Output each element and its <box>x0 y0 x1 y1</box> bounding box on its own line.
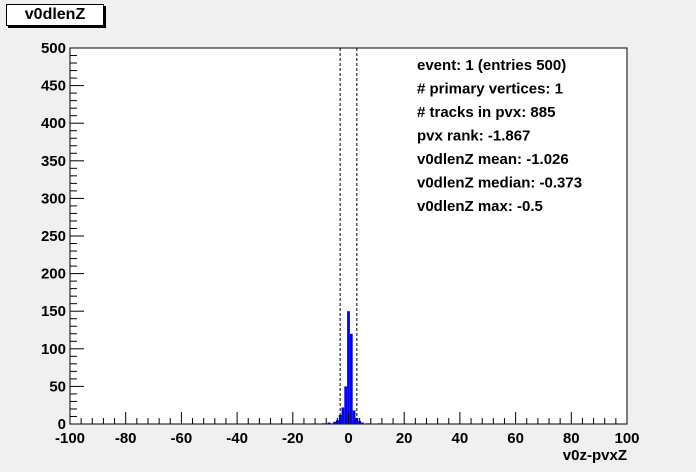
y-tick-label: 400 <box>41 115 66 132</box>
stats-line: event: 1 (entries 500) <box>417 57 566 74</box>
histogram-bar <box>349 333 353 424</box>
stats-line: # primary vertices: 1 <box>417 81 563 98</box>
histogram-bar <box>366 423 370 424</box>
y-tick-label: 0 <box>58 416 66 433</box>
histogram-bar <box>341 407 345 424</box>
y-tick-label: 300 <box>41 190 66 207</box>
y-tick-label: 150 <box>41 303 66 320</box>
stats-box: event: 1 (entries 500) # primary vertices… <box>417 57 582 215</box>
stats-line: v0dlenZ median: -0.373 <box>417 175 582 192</box>
x-tick-label: 80 <box>563 430 580 447</box>
x-tick-label: -20 <box>282 430 304 447</box>
stats-line: # tracks in pvx: 885 <box>417 104 555 121</box>
x-axis: -100 -80 -60 -40 -20 0 20 40 60 80 100 <box>55 412 640 447</box>
x-tick-label: 100 <box>614 430 639 447</box>
x-tick-label: 20 <box>396 430 413 447</box>
histogram-bar <box>327 422 331 424</box>
y-tick-label: 350 <box>41 153 66 170</box>
histogram-title: v0dlenZ <box>6 4 104 26</box>
y-tick-label: 100 <box>41 341 66 358</box>
y-tick-label: 500 <box>41 40 66 57</box>
x-tick-label: -100 <box>55 430 85 447</box>
histogram-bar <box>333 421 336 424</box>
y-tick-label: 450 <box>41 78 66 95</box>
x-tick-label: 60 <box>507 430 524 447</box>
x-tick-label: -80 <box>115 430 137 447</box>
histogram-bar <box>347 311 350 424</box>
x-tick-label: -40 <box>226 430 248 447</box>
stats-line: pvx rank: -1.867 <box>417 128 530 145</box>
stats-line: v0dlenZ max: -0.5 <box>417 198 543 215</box>
y-tick-label: 200 <box>41 266 66 283</box>
histogram-bar <box>322 423 325 424</box>
histogram-bar <box>377 423 381 424</box>
x-tick-label: 0 <box>344 430 352 447</box>
y-tick-label: 250 <box>41 228 66 245</box>
histogram-bar <box>344 386 348 424</box>
x-tick-label: -60 <box>171 430 193 447</box>
reference-lines <box>339 48 358 424</box>
stats-line: v0dlenZ mean: -1.026 <box>417 151 569 168</box>
y-axis: 0 50 100 150 200 250 300 350 400 450 500 <box>41 40 84 433</box>
x-tick-label: 40 <box>452 430 469 447</box>
x-axis-label: v0z-pvxZ <box>563 447 627 464</box>
histogram-bar <box>361 422 364 424</box>
y-tick-label: 50 <box>49 378 66 395</box>
histogram-bar <box>352 410 356 424</box>
histogram-bar <box>330 423 334 424</box>
